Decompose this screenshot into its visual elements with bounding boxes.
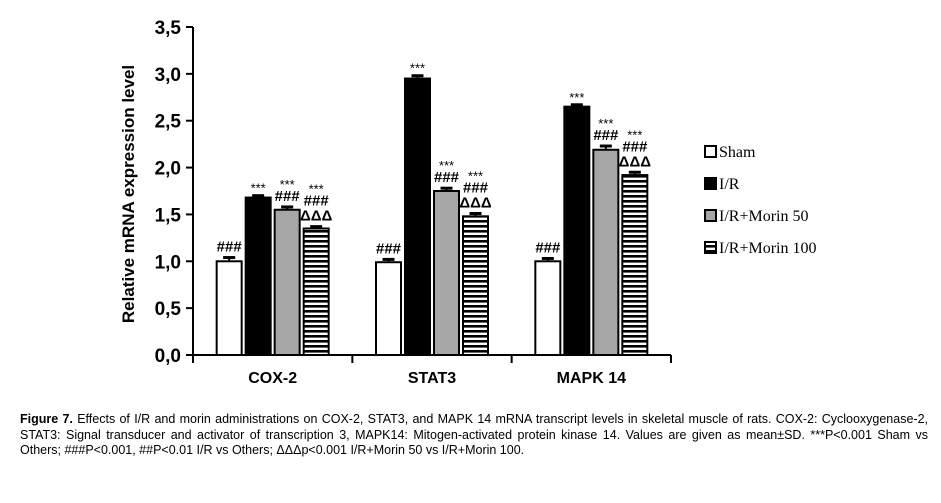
legend-label: I/R xyxy=(719,176,740,193)
significance-stars: *** xyxy=(439,158,454,173)
significance-stars: *** xyxy=(627,127,642,142)
significance-hash: ### xyxy=(535,239,561,256)
caption-text: Effects of I/R and morin administrations… xyxy=(20,412,929,457)
significance-stars: *** xyxy=(468,168,483,183)
y-tick-label: 0,0 xyxy=(155,346,181,367)
bar xyxy=(244,196,272,356)
y-tick-label: 2,0 xyxy=(155,159,181,180)
significance-hash: ### xyxy=(463,179,489,196)
significance-hash: ### xyxy=(434,169,460,186)
bar xyxy=(375,261,402,357)
legend-label: Sham xyxy=(719,144,756,161)
y-tick-label: 3,5 xyxy=(155,18,182,39)
significance-stars: *** xyxy=(598,116,613,131)
bar xyxy=(433,190,460,356)
significance-stars: *** xyxy=(309,182,324,197)
category-label: STAT3 xyxy=(408,370,456,387)
bar xyxy=(592,148,620,356)
legend-swatch xyxy=(704,145,717,158)
axes: 0,0 0,5 1,0 1,5 2,0 2,5 3,0 3,5 Relative mRNA ex… xyxy=(119,18,672,387)
significance-delta: ΔΔΔ xyxy=(619,153,652,170)
bar xyxy=(462,215,489,356)
significance-hash: ### xyxy=(304,193,330,210)
significance-hash: ### xyxy=(217,239,243,256)
significance-stars: *** xyxy=(251,181,266,196)
legend-swatch xyxy=(704,177,717,190)
legend-swatch xyxy=(704,241,717,254)
significance-delta: ΔΔΔ xyxy=(459,194,492,211)
bar xyxy=(621,174,649,356)
caption-label: Figure 7. xyxy=(20,412,73,426)
significance-hash: ### xyxy=(622,138,648,155)
bar xyxy=(563,105,591,356)
significance-stars: *** xyxy=(569,90,584,105)
y-tick-label: 0,5 xyxy=(155,299,182,320)
legend-label: I/R+Morin 100 xyxy=(719,240,816,257)
y-tick-label: 3,0 xyxy=(155,65,181,86)
y-tick-label: 1,5 xyxy=(155,205,182,226)
bar xyxy=(534,260,562,356)
significance-delta: ΔΔΔ xyxy=(300,208,333,225)
bars xyxy=(215,74,649,357)
category-label: COX-2 xyxy=(248,370,297,387)
bar xyxy=(302,227,330,356)
significance-stars: *** xyxy=(410,61,425,76)
bar xyxy=(404,77,431,357)
legend: Sham I/R I/R+Morin 50 I/R+Morin 100 xyxy=(704,144,816,257)
bar xyxy=(273,208,301,356)
y-tick-label: 1,0 xyxy=(155,252,181,273)
y-tick-label: 2,5 xyxy=(155,112,182,133)
significance-hash: ### xyxy=(593,127,619,144)
category-label: MAPK 14 xyxy=(557,370,626,387)
annotations: ### ### ###*********###*** ###***###***ΔΔΔ#… xyxy=(217,61,652,258)
chart: 0,0 0,5 1,0 1,5 2,0 2,5 3,0 3,5 Relative mRNA ex… xyxy=(119,18,816,387)
significance-stars: *** xyxy=(280,177,295,192)
significance-hash: ### xyxy=(376,240,402,257)
y-axis-title: Relative mRNA expression level xyxy=(119,65,138,323)
significance-hash: ### xyxy=(275,188,301,205)
figure-caption: Figure 7. Effects of I/R and morin admin… xyxy=(20,412,928,459)
bar xyxy=(215,260,243,356)
legend-swatch xyxy=(704,209,717,222)
legend-label: I/R+Morin 50 xyxy=(719,208,808,225)
